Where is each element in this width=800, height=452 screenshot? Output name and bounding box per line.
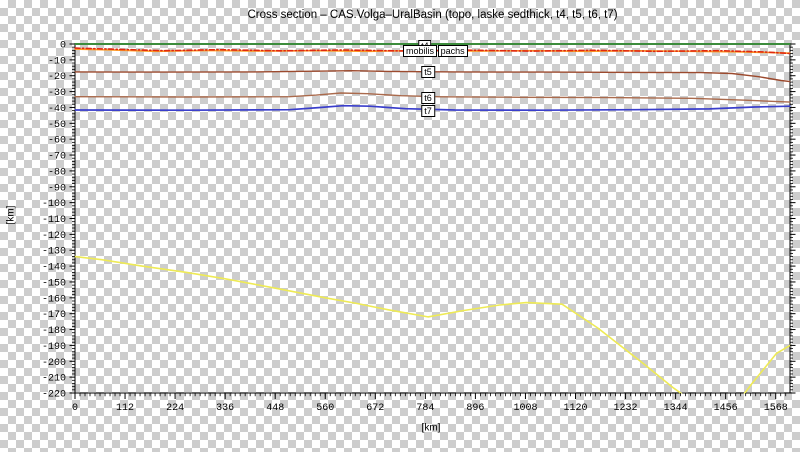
y-tick-label: -220 <box>42 390 66 401</box>
x-tick-label: 0 <box>72 403 78 414</box>
y-tick-label: -30 <box>48 88 66 99</box>
x-tick-label: 336 <box>216 403 234 414</box>
series-t4-red-dashdot <box>74 47 791 55</box>
y-tick-label: -70 <box>48 152 66 163</box>
x-tick-label: 784 <box>416 403 434 414</box>
y-tick-label: -10 <box>48 56 66 67</box>
x-tick-label: 1568 <box>764 403 788 414</box>
line-label-pachs: pachs <box>437 44 468 57</box>
series-t7 <box>74 104 791 112</box>
y-tick-label: -50 <box>48 120 66 131</box>
x-tick-label: 672 <box>366 403 384 414</box>
series-t5 <box>74 69 791 83</box>
y-tick-label: -20 <box>48 72 66 83</box>
y-tick-label: -160 <box>42 294 66 305</box>
chart-title: Cross section – CAS.Volga–UralBasin (top… <box>247 9 618 21</box>
y-tick-label: -190 <box>42 342 66 353</box>
y-tick-label: -100 <box>42 199 66 210</box>
line-label-t6: t6 <box>421 92 435 105</box>
series-t6 <box>74 92 791 103</box>
x-tick-label: 1120 <box>563 403 587 414</box>
x-tick-label: 448 <box>266 403 284 414</box>
y-tick-label: -80 <box>48 167 66 178</box>
x-tick-label: 1344 <box>664 403 688 414</box>
y-tick-label: -110 <box>42 215 66 226</box>
x-tick-label: 1456 <box>714 403 738 414</box>
y-axis-unit-label: [km] <box>5 205 17 225</box>
y-tick-label: -60 <box>48 136 66 147</box>
x-tick-label: 1008 <box>513 403 537 414</box>
line-label-mobilis: mobilis <box>402 44 437 57</box>
y-tick-label: -210 <box>42 374 66 385</box>
y-tick-label: -200 <box>42 358 66 369</box>
y-tick-label: -40 <box>48 104 66 115</box>
y-tick-label: -90 <box>48 183 66 194</box>
x-tick-label: 224 <box>166 403 184 414</box>
y-tick-label: -180 <box>42 326 66 337</box>
x-tick-label: 1232 <box>614 403 638 414</box>
line-label-t7: t7 <box>421 105 435 118</box>
x-tick-label: 560 <box>316 403 334 414</box>
y-tick-label: -130 <box>42 247 66 258</box>
x-tick-label: 896 <box>466 403 484 414</box>
y-tick-label: -140 <box>42 263 66 274</box>
y-tick-label: -150 <box>42 278 66 289</box>
x-axis-unit-label: [km] <box>421 422 441 434</box>
line-label-t5: t5 <box>421 66 435 79</box>
series-deep-interface-yellow <box>74 255 791 394</box>
x-tick-label: 112 <box>116 403 134 414</box>
y-tick-label: -170 <box>42 310 66 321</box>
y-tick-label: -120 <box>42 231 66 242</box>
y-tick-label: 0 <box>60 41 66 52</box>
